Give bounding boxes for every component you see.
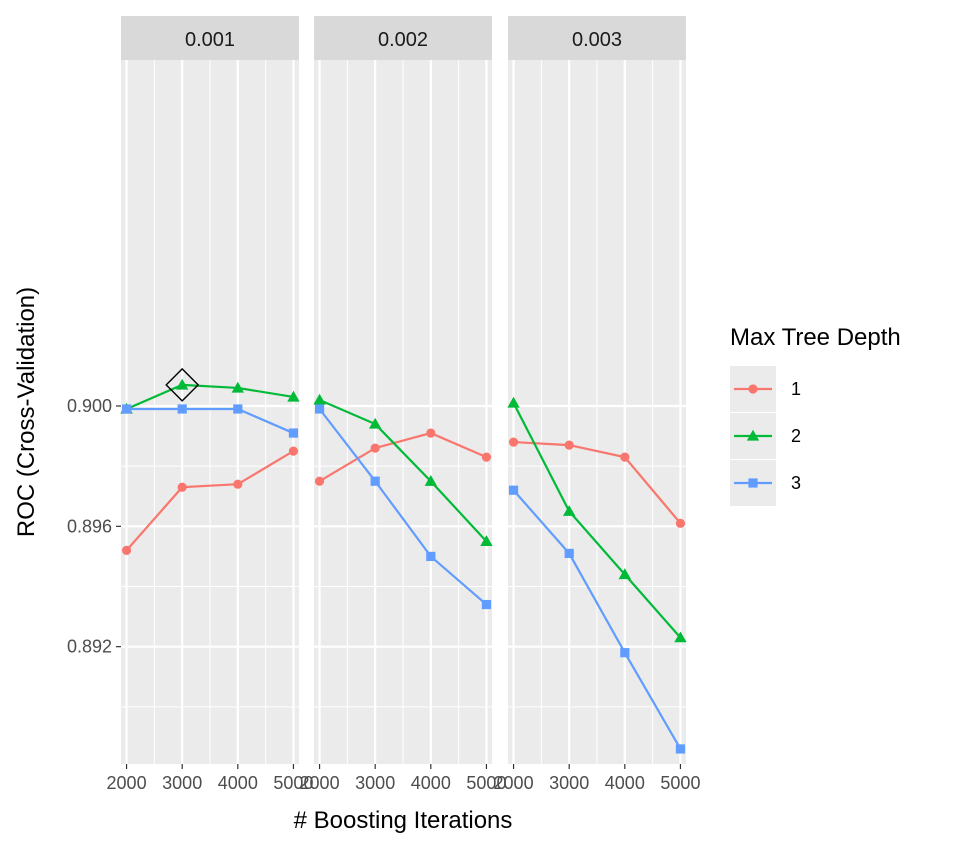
data-point-1 bbox=[564, 440, 574, 450]
x-axis-title: # Boosting Iterations bbox=[294, 807, 513, 834]
series-line-1 bbox=[125, 450, 294, 552]
data-point-3 bbox=[564, 548, 574, 559]
data-point-1 bbox=[288, 446, 299, 456]
facet-panel-0.001: 0.001 2000 3000 4000 5000 bbox=[107, 16, 313, 793]
y-tick-label: 0.900 bbox=[67, 396, 112, 416]
data-point-1 bbox=[481, 452, 492, 462]
data-point-3 bbox=[288, 428, 299, 438]
data-point-3 bbox=[481, 599, 492, 610]
legend-key-marker bbox=[746, 429, 760, 441]
data-point-1 bbox=[177, 482, 187, 492]
data-point-2 bbox=[175, 378, 189, 390]
data-point-1 bbox=[314, 476, 325, 486]
x-tick-label: 3000 bbox=[549, 773, 589, 793]
data-point-2 bbox=[287, 390, 300, 402]
best-model-diamond bbox=[165, 367, 200, 402]
data-point-2 bbox=[368, 417, 382, 429]
x-tick-label: 5000 bbox=[660, 773, 700, 793]
data-point-3 bbox=[426, 551, 436, 562]
data-point-3 bbox=[508, 485, 519, 495]
data-point-1 bbox=[508, 437, 519, 447]
data-point-2 bbox=[231, 381, 245, 393]
data-point-1 bbox=[426, 428, 436, 438]
facet-strip-label: 0.002 bbox=[378, 29, 428, 51]
data-point-2 bbox=[618, 568, 632, 580]
data-point-2 bbox=[424, 474, 438, 486]
x-tick-label: 2000 bbox=[107, 773, 147, 793]
data-point-1 bbox=[370, 443, 380, 453]
x-tick-label: 3000 bbox=[162, 773, 202, 793]
data-point-3 bbox=[370, 476, 380, 486]
x-tick-label: 3000 bbox=[355, 773, 395, 793]
data-point-3 bbox=[121, 404, 132, 414]
legend: Max Tree Depth 1 2 3 bbox=[730, 324, 901, 506]
series-line-3 bbox=[126, 407, 294, 435]
data-point-3 bbox=[620, 648, 630, 658]
x-tick-label: 4000 bbox=[411, 773, 451, 793]
series-line-1 bbox=[319, 431, 487, 483]
x-tick-label: 4000 bbox=[605, 773, 645, 793]
data-point-1 bbox=[121, 545, 132, 555]
legend-key-marker bbox=[748, 384, 758, 394]
legend-key-marker bbox=[748, 478, 758, 488]
legend-label: 3 bbox=[791, 473, 801, 493]
data-point-2 bbox=[313, 393, 326, 405]
legend-title: Max Tree Depth bbox=[730, 324, 901, 351]
facet-strip bbox=[121, 16, 299, 60]
series-line-1 bbox=[513, 440, 682, 525]
x-tick-label: 4000 bbox=[218, 773, 258, 793]
facet-strip bbox=[508, 16, 686, 60]
legend-label: 1 bbox=[791, 379, 801, 399]
data-point-1 bbox=[620, 452, 630, 462]
series-line-2 bbox=[319, 398, 488, 543]
legend-label: 2 bbox=[791, 426, 801, 446]
series-line-2 bbox=[512, 402, 682, 639]
y-tick-label: 0.892 bbox=[67, 637, 112, 657]
data-point-1 bbox=[233, 479, 243, 489]
panels: 0.001 2000 3000 4000 5000 0.002 2000 3000 4000 50… bbox=[67, 16, 700, 793]
x-tick-label: 5000 bbox=[273, 773, 313, 793]
data-point-2 bbox=[480, 535, 493, 547]
y-axis-title: ROC (Cross-Validation) bbox=[13, 287, 40, 537]
series-line-3 bbox=[318, 408, 488, 606]
facet-strip-label: 0.003 bbox=[572, 29, 622, 51]
x-tick-label: 2000 bbox=[494, 773, 534, 793]
x-tick-label: 2000 bbox=[300, 773, 340, 793]
data-point-2 bbox=[507, 396, 520, 408]
facet-strip bbox=[314, 16, 492, 60]
data-point-3 bbox=[233, 404, 243, 414]
data-point-2 bbox=[562, 505, 576, 516]
data-point-3 bbox=[177, 404, 187, 414]
facet-strip-label: 0.001 bbox=[185, 29, 235, 51]
data-point-3 bbox=[314, 404, 325, 414]
data-point-2 bbox=[674, 631, 687, 643]
series-line-2 bbox=[126, 383, 294, 411]
facet-panel-0.002: 0.002 2000 3000 4000 5000 bbox=[300, 16, 506, 793]
series-line-3 bbox=[512, 489, 682, 750]
y-tick-label: 0.896 bbox=[67, 516, 112, 536]
data-point-1 bbox=[675, 518, 686, 528]
data-point-3 bbox=[675, 744, 686, 754]
x-tick-label: 5000 bbox=[466, 773, 506, 793]
facet-panel-0.003: 0.003 2000 3000 4000 5000 bbox=[494, 16, 700, 793]
